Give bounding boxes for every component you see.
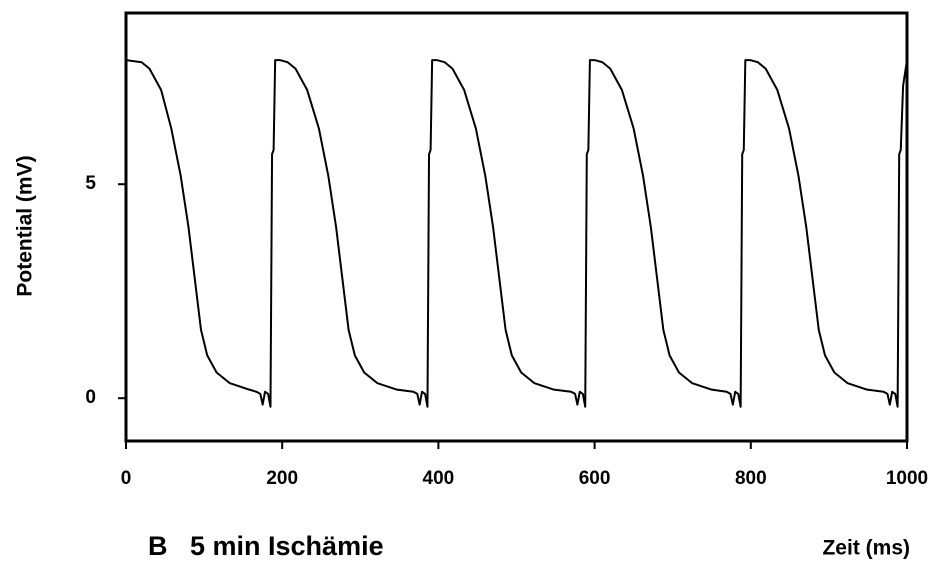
x-tick-label: 400 bbox=[423, 468, 455, 489]
plot-frame bbox=[124, 11, 909, 443]
x-axis-label: Zeit (ms) bbox=[822, 537, 910, 560]
caption: B 5 min Ischämie bbox=[148, 531, 384, 561]
x-tick-label: 800 bbox=[735, 468, 767, 489]
y-axis-label: Potential (mV) bbox=[14, 155, 37, 296]
x-tick-label: 1000 bbox=[886, 468, 928, 489]
y-tick-label: 0 bbox=[85, 387, 96, 408]
x-tick-label: 0 bbox=[121, 468, 132, 489]
x-tick-label: 200 bbox=[266, 468, 298, 489]
y-tick-label: 5 bbox=[85, 173, 96, 194]
signal-line bbox=[125, 59, 908, 408]
x-tick-label: 600 bbox=[579, 468, 611, 489]
